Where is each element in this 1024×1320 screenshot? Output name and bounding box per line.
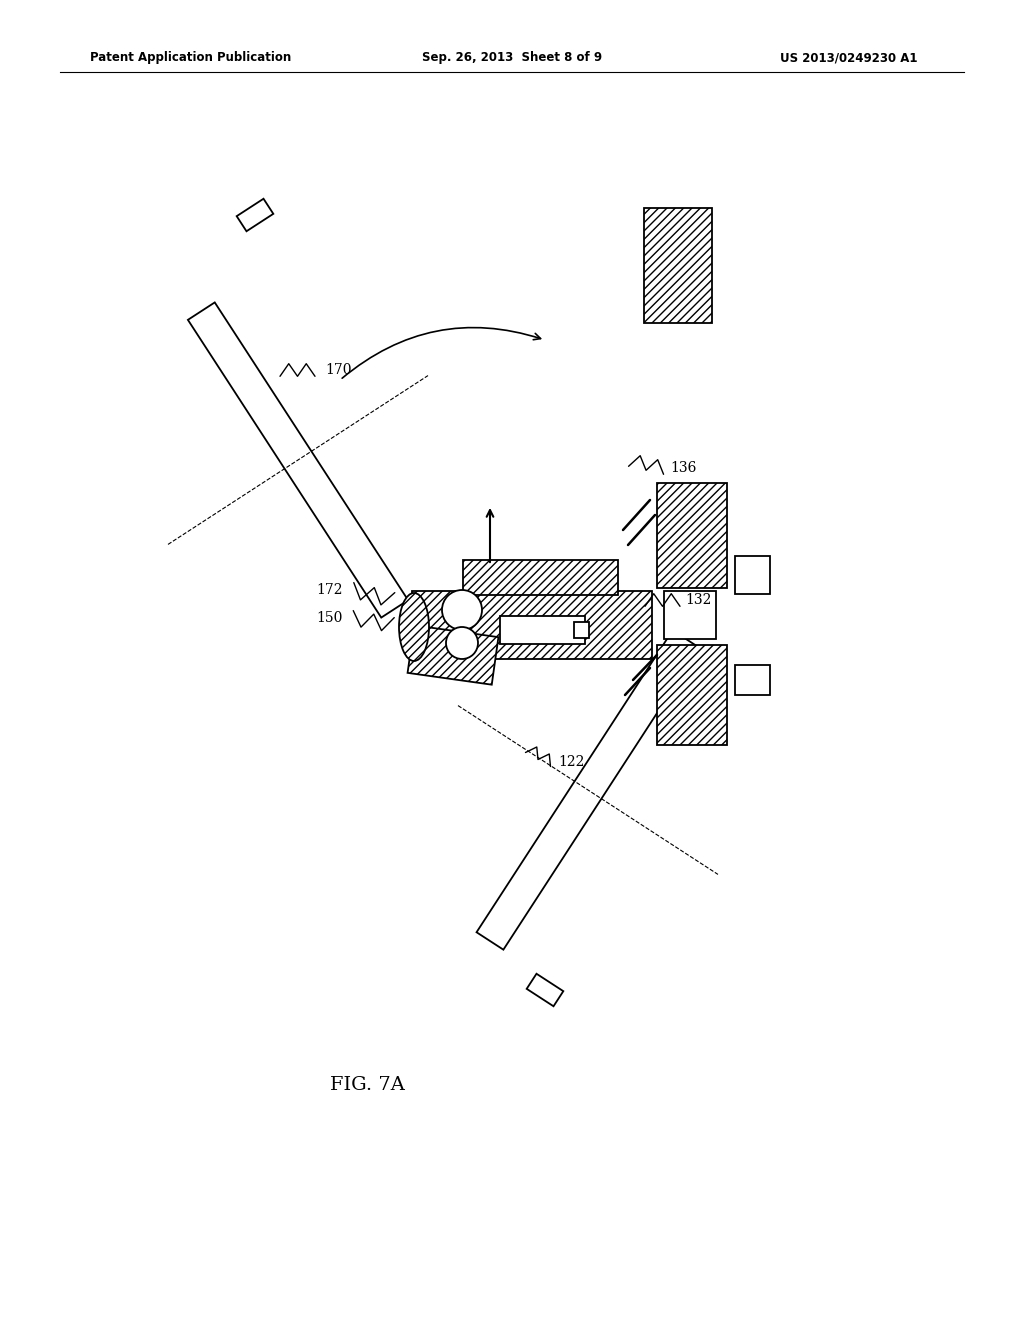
Ellipse shape	[399, 593, 429, 661]
Bar	[734, 556, 769, 594]
Bar	[526, 974, 563, 1006]
Text: FIG. 7A: FIG. 7A	[330, 1076, 404, 1094]
Bar	[476, 631, 699, 949]
Bar	[664, 591, 716, 639]
Bar	[188, 302, 409, 618]
Text: 136: 136	[670, 461, 696, 475]
Bar	[657, 645, 727, 744]
Text: Sep. 26, 2013  Sheet 8 of 9: Sep. 26, 2013 Sheet 8 of 9	[422, 51, 602, 65]
Bar	[237, 199, 273, 231]
Bar	[463, 560, 617, 594]
Text: 150: 150	[316, 611, 343, 624]
Bar	[500, 616, 585, 644]
Text: 122: 122	[558, 755, 585, 770]
Bar	[408, 626, 499, 685]
Text: 170: 170	[325, 363, 351, 378]
Bar	[412, 591, 652, 659]
Circle shape	[442, 590, 482, 630]
Text: 132: 132	[685, 593, 712, 607]
Bar	[657, 483, 727, 587]
Bar	[644, 207, 712, 322]
Bar	[573, 622, 589, 638]
Circle shape	[446, 627, 478, 659]
Text: US 2013/0249230 A1: US 2013/0249230 A1	[780, 51, 918, 65]
Bar	[734, 665, 769, 696]
Text: 172: 172	[316, 583, 343, 597]
Text: Patent Application Publication: Patent Application Publication	[90, 51, 291, 65]
